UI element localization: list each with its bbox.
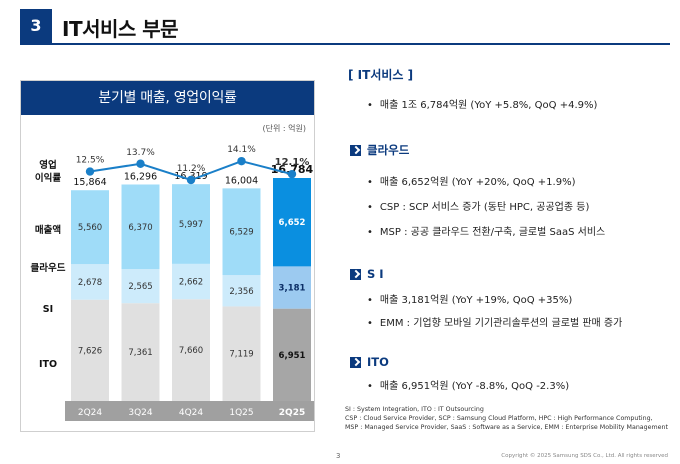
chart-panel: 분기별 매출, 영업이익률 (단위 : 억원) 영업 이익률 매출액 클라우드 …	[20, 80, 315, 432]
si-value-label: 2,565	[128, 282, 152, 292]
category-label: 1Q25	[229, 408, 253, 418]
ito-bar	[172, 299, 210, 401]
cloud-heading: 클라우드	[350, 142, 409, 158]
margin-label: 11.2%	[177, 164, 206, 174]
cloud-value-label: 6,652	[279, 218, 306, 228]
category-label: 2Q25	[279, 408, 305, 418]
si-bar	[172, 263, 210, 300]
category-band	[216, 401, 267, 421]
ito-bar	[273, 308, 311, 401]
cloud-value-label: 5,560	[78, 223, 102, 233]
footnote-line: MSP : Managed Service Provider, SaaS : S…	[345, 424, 669, 431]
si-item: EMM : 기업향 모바일 기기관리솔루션의 글로벌 판매 증가	[367, 314, 622, 329]
si-bar	[222, 275, 261, 307]
margin-label: 14.1%	[227, 145, 256, 155]
ito-value-label: 7,660	[179, 346, 203, 356]
category-band	[166, 401, 217, 421]
summary-item: 매출 1조 6,784억원 (YoY +5.8%, QoQ +4.9%)	[367, 96, 597, 111]
arrow-icon	[350, 144, 361, 156]
si-bar	[273, 266, 311, 309]
ito-item: 매출 6,951억원 (YoY -8.8%, QoQ -2.3%)	[367, 377, 569, 392]
section-number: 3	[20, 9, 52, 43]
row-label-ito: ITO	[38, 359, 58, 370]
row-label-si: SI	[42, 304, 54, 315]
cloud-bar	[71, 190, 109, 265]
category-label: 3Q24	[128, 408, 153, 418]
ito-value-label: 7,119	[229, 350, 253, 360]
cloud-item: MSP : 공공 클라우드 전환/구축, 글로벌 SaaS 서비스	[367, 223, 605, 238]
si-value-label: 2,662	[179, 278, 203, 288]
cloud-bar	[172, 184, 210, 264]
margin-label: 13.7%	[126, 148, 155, 158]
header-rule	[20, 43, 670, 45]
cloud-bar	[121, 184, 160, 270]
section-title: IT서비스 부문	[62, 17, 179, 41]
category-label: 2Q24	[78, 408, 103, 418]
row-label-revenue: 매출액	[34, 225, 62, 236]
cloud-bar	[273, 178, 311, 267]
chart-unit: (단위 : 억원)	[262, 124, 306, 133]
revenue-margin-chart: 7,626 2,678 5,560 15,864 2Q24 7,361 2,565 6,370…	[65, 145, 314, 421]
si-value-label: 2,356	[229, 287, 253, 297]
cloud-value-label: 6,370	[128, 223, 152, 233]
footnote-line: CSP : Cloud Service Provider, SCP : Sams…	[345, 415, 653, 422]
margin-point	[186, 175, 196, 185]
cloud-item: 매출 6,652억원 (YoY +20%, QoQ +1.9%)	[367, 173, 576, 188]
margin-label: 12.5%	[76, 156, 105, 166]
footnotes: SI : System Integration, ITO : IT Outsou…	[345, 405, 668, 432]
total-label: 16,004	[225, 175, 258, 186]
si-item: 매출 3,181억원 (YoY +19%, QoQ +35%)	[367, 291, 572, 306]
margin-point	[287, 169, 297, 179]
margin-point	[136, 159, 145, 168]
page-number: 3	[336, 452, 341, 460]
summary-title: [ IT서비스 ]	[348, 68, 414, 82]
ito-value-label: 6,951	[279, 351, 306, 361]
cloud-heading-label: 클라우드	[367, 143, 410, 157]
footnote-line: SI : System Integration, ITO : IT Outsou…	[345, 406, 484, 413]
ito-bar	[222, 306, 261, 401]
si-heading: S I	[350, 267, 384, 281]
si-bar	[121, 269, 160, 304]
cloud-value-label: 6,529	[229, 228, 253, 238]
cloud-item: CSP : SCP 서비스 증가 (동탄 HPC, 공공업종 등)	[367, 198, 589, 213]
chart-title: 분기별 매출, 영업이익률	[21, 81, 314, 115]
cloud-value-label: 5,997	[179, 220, 203, 230]
margin-point	[237, 156, 246, 166]
arrow-icon	[350, 356, 361, 368]
margin-point	[85, 167, 95, 176]
category-band	[65, 401, 116, 421]
copyright: Copyright © 2025 Samsung SDS Co., Ltd. A…	[501, 453, 668, 459]
ito-heading: ITO	[350, 355, 389, 369]
ito-bar	[121, 303, 160, 401]
row-label-margin: 영업 이익률	[27, 159, 69, 185]
arrow-icon	[350, 268, 361, 280]
cloud-bar	[222, 188, 261, 276]
category-band	[115, 401, 166, 421]
ito-bar	[71, 299, 109, 401]
si-value-label: 3,181	[279, 284, 306, 294]
row-label-cloud: 클라우드	[30, 263, 66, 274]
section-header: 3 IT서비스 부문	[0, 0, 680, 45]
si-heading-label: S I	[367, 267, 384, 281]
total-label: 16,784	[271, 163, 314, 176]
total-label: 15,864	[73, 177, 106, 188]
ito-value-label: 7,626	[78, 346, 102, 356]
category-label: 4Q24	[179, 408, 204, 418]
si-value-label: 2,678	[78, 278, 102, 288]
ito-heading-label: ITO	[367, 355, 389, 369]
category-band	[267, 401, 314, 421]
si-bar	[71, 264, 109, 300]
margin-label: 12.1%	[275, 157, 310, 168]
ito-value-label: 7,361	[128, 348, 152, 358]
row-label-margin-text: 영업 이익률	[34, 160, 62, 184]
total-label: 16,296	[124, 171, 157, 182]
